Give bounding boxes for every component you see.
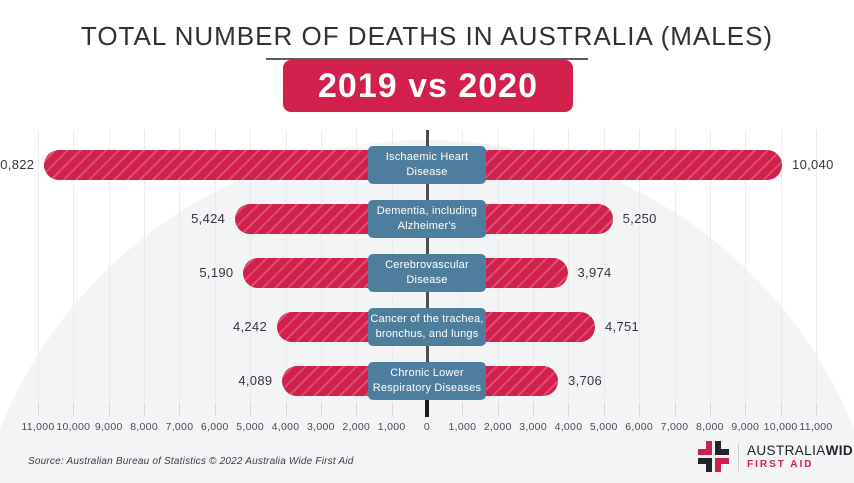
value-2020-dementia-including-alzheimer-s: 5,250: [622, 211, 657, 226]
value-2019-chronic-lower-respiratory-diseases: 4,089: [238, 373, 273, 388]
gridline: [816, 130, 817, 417]
axis-tick: [250, 403, 252, 415]
gridline: [745, 130, 747, 417]
axis-tick-label: 0: [423, 421, 431, 433]
gridline: [144, 130, 146, 417]
axis-tick: [391, 403, 393, 415]
axis-tick-label: 6,000: [625, 421, 654, 433]
axis-tick-label: 3,000: [519, 421, 547, 433]
gridline: [639, 130, 641, 417]
axis-tick-label: 2,000: [483, 421, 512, 433]
axis-tick: [108, 403, 110, 415]
axis-tick-label: 11,000: [21, 421, 55, 433]
cross-segment-top-right: [715, 441, 729, 455]
cross-segment-bottom-right: [715, 458, 729, 472]
logo-text: AUSTRALIAWIDE FIRST AID: [747, 443, 854, 470]
gridline: [674, 130, 676, 417]
axis-tick: [603, 403, 605, 415]
gridline: [108, 130, 110, 417]
axis-tick-label: 4,000: [554, 421, 583, 433]
comparison-badge: 2019 vs 2020: [283, 60, 573, 112]
axis-tick-label: 5,000: [236, 421, 265, 433]
axis-tick-label: 6,000: [200, 421, 229, 433]
gridline: [568, 130, 570, 417]
value-2020-chronic-lower-respiratory-diseases: 3,706: [568, 373, 603, 388]
axis-tick-label: 1,000: [448, 421, 477, 433]
axis-tick: [816, 403, 817, 415]
axis-tick-label: 2,000: [342, 421, 371, 433]
brand-logo: AUSTRALIAWIDE FIRST AID: [698, 441, 854, 472]
value-2020-cancer-of-the-trachea-bronchus-and-lungs: 4,751: [605, 319, 640, 334]
axis-tick-label: 9,000: [94, 421, 123, 433]
category-box-chronic-lower-respiratory-diseases: Chronic Lower Respiratory Diseases: [368, 362, 486, 400]
axis-tick: [356, 403, 358, 415]
value-2020-ischaemic-heart-disease: 10,040: [792, 157, 834, 172]
axis-tick-label: 11,000: [799, 421, 833, 433]
gridline: [214, 130, 216, 417]
axis-tick: [709, 403, 711, 415]
axis-tick: [780, 403, 782, 415]
axis-tick-label: 3,000: [307, 421, 335, 433]
gridline: [780, 130, 782, 417]
axis-tick-label: 4,000: [271, 421, 300, 433]
value-2020-cerebrovascular-disease: 3,974: [577, 265, 612, 280]
source-attribution: Source: Australian Bureau of Statistics …: [28, 456, 354, 467]
axis-tick: [497, 403, 499, 415]
value-2019-cerebrovascular-disease: 5,190: [199, 265, 234, 280]
awfa-cross-icon: [698, 441, 729, 472]
axis-tick: [214, 403, 216, 415]
value-2019-dementia-including-alzheimer-s: 5,424: [191, 211, 226, 226]
category-box-ischaemic-heart-disease: Ischaemic Heart Disease: [368, 146, 486, 184]
badge-underline: [266, 58, 588, 60]
category-box-dementia-including-alzheimer-s: Dementia, including Alzheimer's: [368, 200, 486, 238]
axis-tick: [568, 403, 570, 415]
axis-tick-label: 7,000: [660, 421, 689, 433]
axis-tick-label: 7,000: [165, 421, 194, 433]
logo-brand-name: AUSTRALIAWIDE: [747, 443, 854, 458]
axis-tick-label: 10,000: [763, 421, 798, 433]
page-title: TOTAL NUMBER OF DEATHS IN AUSTRALIA (MAL…: [80, 21, 774, 51]
logo-name-regular: AUSTRALIA: [747, 443, 826, 458]
axis-tick-label: 8,000: [130, 421, 158, 433]
axis-tick: [533, 403, 535, 415]
axis-tick: [462, 403, 464, 415]
value-2019-cancer-of-the-trachea-bronchus-and-lungs: 4,242: [232, 319, 267, 334]
axis-tick: [639, 403, 641, 415]
gridline: [179, 130, 181, 417]
cross-segment-top-left: [698, 441, 712, 455]
gridline: [709, 130, 711, 417]
axis-tick: [285, 403, 287, 415]
axis-tick: [38, 403, 39, 415]
axis-tick: [745, 403, 747, 415]
axis-tick: [320, 403, 322, 415]
gridline: [73, 130, 75, 417]
logo-divider: [738, 442, 739, 471]
axis-tick: [179, 403, 181, 415]
axis-tick: [144, 403, 146, 415]
logo-name-bold: WIDE: [825, 443, 854, 458]
axis-tick-label: 10,000: [56, 421, 91, 433]
value-2019-ischaemic-heart-disease: 10,822: [0, 157, 35, 172]
axis-tick-label: 8,000: [696, 421, 724, 433]
category-box-cerebrovascular-disease: Cerebrovascular Disease: [368, 254, 486, 292]
axis-tick-label: 1,000: [377, 421, 406, 433]
gridline: [38, 130, 39, 417]
category-box-cancer-of-the-trachea-bronchus-and-lungs: Cancer of the trachea, bronchus, and lun…: [368, 308, 486, 346]
axis-tick: [674, 403, 676, 415]
cross-segment-bottom-left: [698, 458, 712, 472]
axis-tick-zero: [425, 400, 429, 417]
gridline: [603, 130, 605, 417]
axis-tick: [73, 403, 75, 415]
axis-tick-label: 9,000: [731, 421, 760, 433]
logo-subtitle: FIRST AID: [747, 459, 814, 470]
axis-tick-label: 5,000: [589, 421, 618, 433]
